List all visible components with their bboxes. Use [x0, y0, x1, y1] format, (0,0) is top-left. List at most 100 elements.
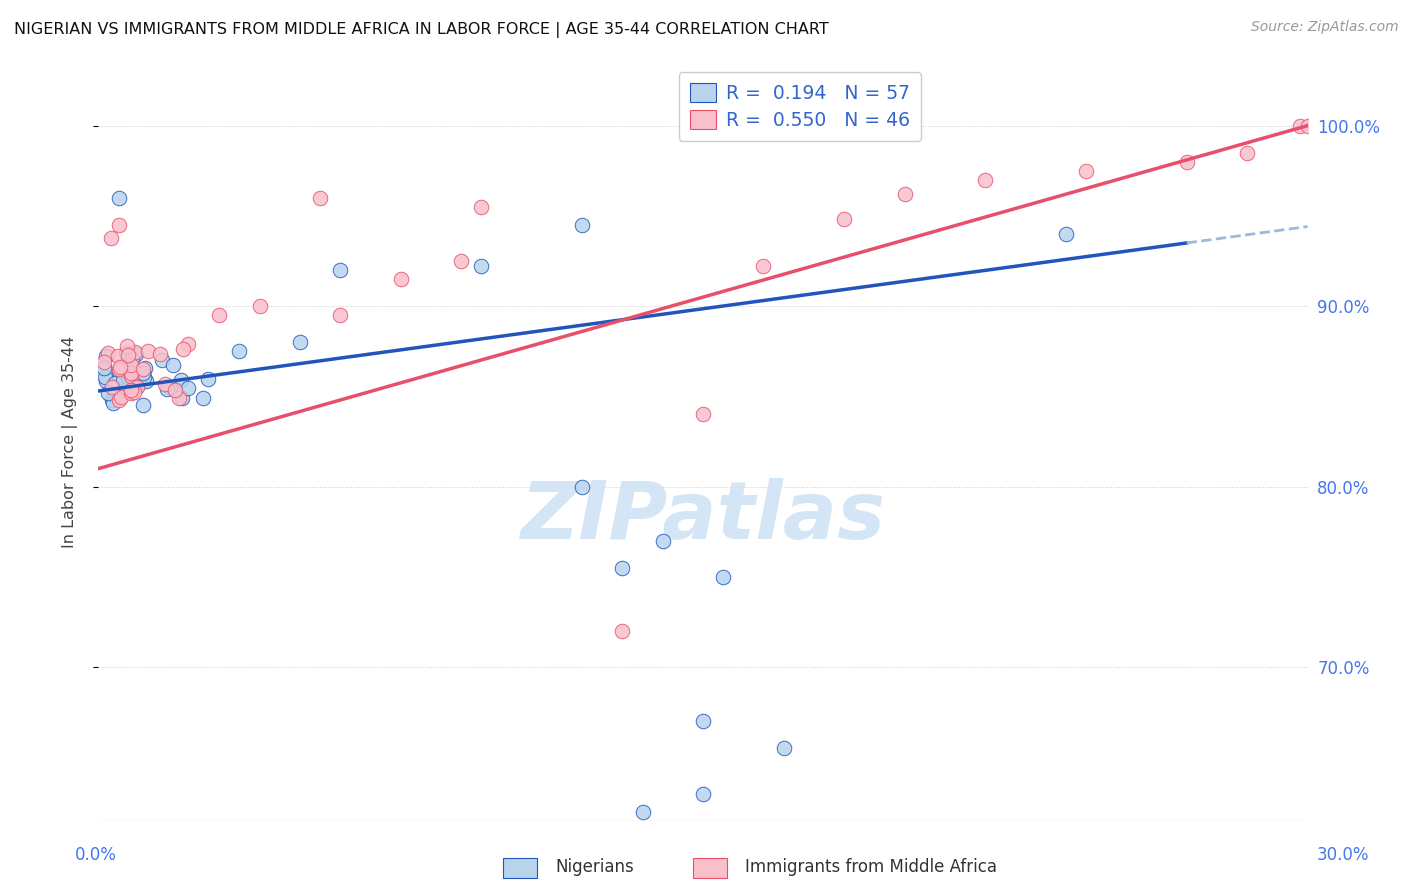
Point [571, 218, 593, 232]
Point [329, 263, 352, 277]
Point [974, 173, 997, 187]
Point [177, 381, 200, 395]
Point [93, 360, 115, 375]
Point [107, 349, 129, 363]
Point [134, 361, 156, 376]
Point [108, 361, 131, 376]
Point [172, 343, 194, 357]
Point [136, 343, 159, 358]
Text: Source: ZipAtlas.com: Source: ZipAtlas.com [1251, 20, 1399, 34]
Point [149, 347, 172, 361]
Point [94, 374, 117, 388]
Point [110, 390, 132, 404]
Text: NIGERIAN VS IMMIGRANTS FROM MIDDLE AFRICA IN LABOR FORCE | AGE 35-44 CORRELATION: NIGERIAN VS IMMIGRANTS FROM MIDDLE AFRIC… [14, 22, 828, 38]
Point [111, 363, 134, 377]
Point [309, 191, 332, 205]
Point [1288, 119, 1310, 133]
Point [121, 376, 143, 390]
Point [108, 359, 131, 374]
Point [118, 347, 141, 361]
Point [1236, 145, 1258, 160]
Text: ZIPatlas: ZIPatlas [520, 478, 886, 557]
Point [94, 370, 117, 384]
Point [156, 382, 179, 396]
Point [651, 533, 673, 548]
Point [124, 345, 146, 359]
Point [107, 191, 129, 205]
Point [132, 362, 155, 376]
Point [120, 366, 142, 380]
Point [191, 391, 214, 405]
Point [94, 349, 117, 363]
Point [101, 380, 124, 394]
Point [772, 741, 794, 756]
Point [571, 480, 593, 494]
Point [612, 624, 634, 639]
Point [208, 308, 231, 322]
Point [711, 570, 734, 584]
Point [125, 347, 148, 361]
Point [112, 373, 135, 387]
Point [111, 359, 134, 374]
Point [692, 787, 714, 801]
Point [1074, 163, 1097, 178]
Text: Nigerians: Nigerians [555, 858, 634, 876]
Point [612, 561, 634, 575]
Point [120, 358, 142, 372]
Point [107, 392, 129, 407]
Point [752, 260, 775, 274]
Point [150, 352, 173, 367]
Point [228, 344, 250, 359]
Point [389, 272, 412, 286]
Point [1054, 227, 1077, 241]
Point [100, 230, 122, 244]
Point [101, 393, 124, 408]
Point [631, 805, 654, 819]
Point [162, 358, 184, 372]
Point [170, 373, 193, 387]
Point [115, 338, 138, 352]
Point [159, 380, 181, 394]
Point [103, 389, 125, 403]
Point [893, 187, 915, 202]
Point [117, 348, 139, 362]
Point [101, 395, 124, 409]
Point [132, 367, 155, 381]
Point [120, 383, 142, 397]
Point [120, 368, 142, 383]
Point [107, 218, 129, 232]
Point [114, 346, 136, 360]
Point [135, 374, 157, 388]
Point [163, 384, 186, 398]
Point [470, 260, 492, 274]
Point [127, 376, 149, 390]
Point [153, 377, 176, 392]
Point [114, 359, 136, 373]
Text: 30.0%: 30.0% [1316, 846, 1369, 863]
Point [125, 380, 148, 394]
Point [93, 355, 115, 369]
Point [832, 212, 855, 227]
Point [97, 385, 120, 400]
Text: 0.0%: 0.0% [75, 846, 117, 863]
Point [124, 378, 146, 392]
Point [1175, 154, 1198, 169]
Point [288, 335, 311, 350]
Point [121, 385, 143, 400]
Point [104, 376, 127, 390]
Point [249, 299, 271, 313]
Point [177, 336, 200, 351]
Point [692, 714, 714, 729]
Point [108, 364, 131, 378]
Point [132, 370, 155, 384]
Point [132, 398, 155, 412]
Point [172, 392, 194, 406]
Point [329, 308, 352, 322]
Point [115, 382, 138, 396]
Y-axis label: In Labor Force | Age 35-44: In Labor Force | Age 35-44 [62, 335, 77, 548]
Point [125, 379, 148, 393]
Point [450, 254, 472, 268]
Point [121, 352, 143, 367]
Point [122, 385, 145, 400]
Point [163, 382, 186, 396]
